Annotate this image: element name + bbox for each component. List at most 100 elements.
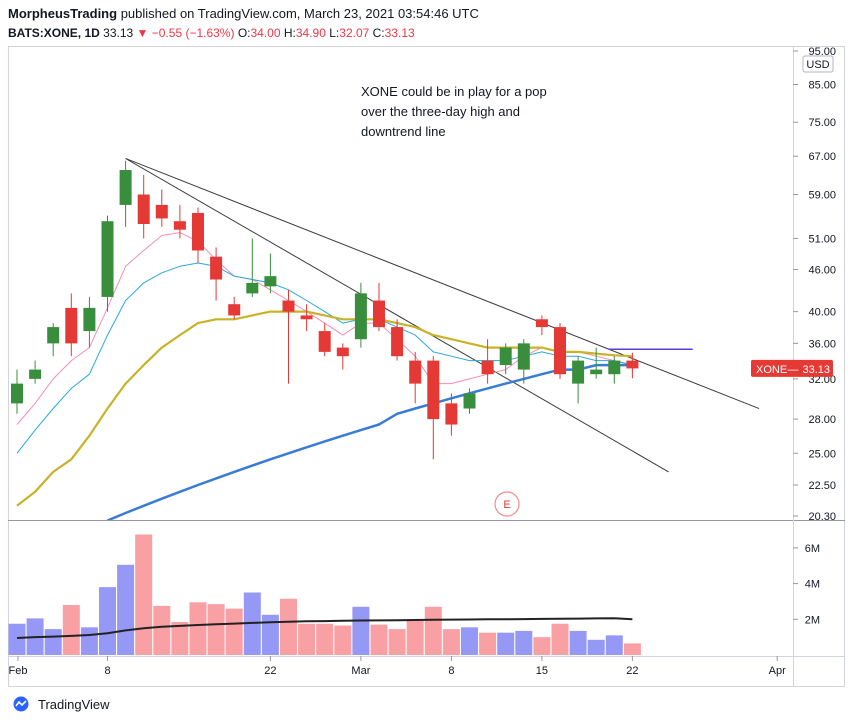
candle-body [318,331,331,352]
candle [192,207,204,264]
volume-bar [334,625,352,655]
volume-bar [569,630,587,655]
volume-bar [280,598,297,655]
currency-label: USD [806,59,829,71]
low-label: L: [329,26,340,40]
candle-body [445,403,458,425]
candle [554,323,566,379]
earnings-marker[interactable]: E [494,491,520,517]
candle [481,339,494,384]
candle-body [119,170,132,205]
candle [336,343,349,370]
volume-bar [153,605,171,655]
annotation-line-3: downtrend line [361,124,446,139]
candle [246,238,259,297]
volume-bars [8,534,641,655]
volume-bar [62,605,80,655]
candle [517,339,530,384]
candle [173,204,186,239]
price-tick-label: 75.00 [808,117,836,129]
candle [47,323,60,357]
candle-body [101,221,114,297]
high-label: H: [283,26,296,40]
candle-body [155,204,168,219]
volume-bar [316,623,334,655]
last-price: 33.13 [103,26,134,40]
candle-body [192,212,204,251]
candle [373,282,385,332]
volume-axis: 2M 4M 6M [793,543,820,626]
chart-frame [8,46,845,687]
volume-bar [442,629,460,655]
footer-brand[interactable]: TradingView [10,696,110,712]
symbol-label[interactable]: BATS:XONE, 1D [8,26,100,40]
price-tick-label: 20.30 [808,511,836,523]
volume-bar [298,623,316,655]
candle [608,356,621,384]
candle-body [481,360,494,375]
candle [409,351,422,404]
volume-bar [370,624,388,655]
volume-bar [515,630,533,655]
candle [427,356,440,460]
candle [11,369,23,414]
candle [83,296,96,348]
price-tick-label: 95.00 [808,46,836,58]
price-tick-label: 25.00 [808,448,836,460]
price-tick-label: 51.00 [808,233,836,245]
trendlines[interactable] [125,158,760,473]
currency-box[interactable] [802,55,834,73]
volume-bar [623,643,641,655]
volume-ma [16,617,633,639]
volume-bar [99,587,116,655]
candle [499,343,512,375]
volume-tick-label: 2M [805,614,820,626]
candle-body [173,221,186,230]
ohlc-legend: BATS:XONE, 1D 33.13 ▼ −0.55 (−1.63%) O:3… [8,26,415,40]
close-label: C: [372,26,385,40]
open-label: O: [237,26,251,40]
candle-body [228,304,241,316]
volume-bar [479,632,497,655]
volume-bar [461,627,478,655]
candle-body [373,300,385,328]
author-name[interactable]: MorpheusTrading [8,6,118,21]
volume-bar [352,606,370,655]
candle-body [65,307,78,344]
price-tick-label: 36.00 [808,338,836,350]
ema-pink-line [16,232,633,425]
time-tick-label: 22 [626,665,638,677]
volume-ma-line [16,617,633,639]
volume-bar [406,620,424,655]
volume-bar [225,608,243,655]
candle [264,253,277,294]
candle-body [535,319,548,328]
candle-body [463,393,476,409]
annotation-text[interactable]: XONE could be in play for a pop over the… [361,82,547,142]
down-arrow-icon: ▼ [136,26,149,40]
tradingview-logo-icon [13,696,29,712]
candle [572,356,585,404]
volume-bar [261,614,279,655]
candle [29,360,42,384]
candle-body [608,360,621,375]
ema-gold-line [16,310,633,507]
candle [391,319,404,361]
volume-bar [171,621,189,655]
low-value: 32.07 [339,26,370,40]
candle [137,174,150,239]
ema-blue-line [107,363,633,520]
ema-cyan-line [16,262,633,454]
trendline-2 [125,158,669,473]
time-axis[interactable]: Feb 8 22 Mar 8 15 22 Apr [9,656,787,677]
volume-tick-label: 6M [805,543,820,555]
price-axis[interactable]: 20.3022.5025.0028.0032.0036.0040.0046.00… [793,46,836,523]
candle-body [626,360,639,369]
candle [119,160,132,227]
trendline-1 [125,158,760,409]
volume-bar [533,637,551,655]
candle [463,388,476,414]
candle-body [336,347,349,357]
price-tick-label: 46.00 [808,265,836,277]
